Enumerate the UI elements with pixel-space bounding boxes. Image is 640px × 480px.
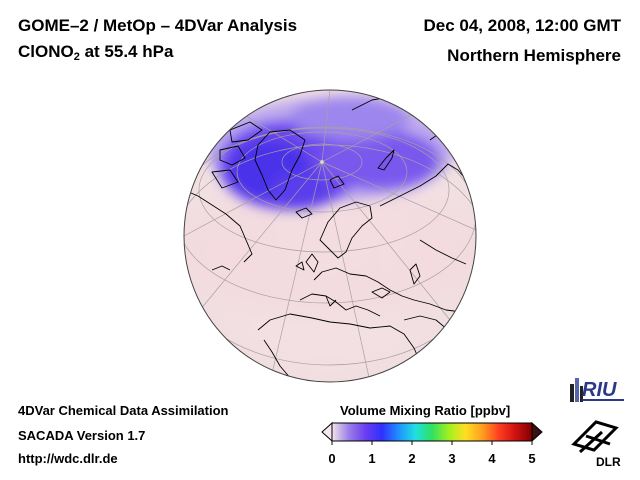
species-main: ClONO xyxy=(18,42,74,61)
colorbar-title: Volume Mixing Ratio [ppbv] xyxy=(340,403,511,418)
colorbar xyxy=(321,421,543,445)
colorbar-tick-marks xyxy=(331,441,533,445)
north-pole-marker xyxy=(319,159,325,165)
dlr-logo-text: DLR xyxy=(596,455,621,469)
hemisphere-label: Northern Hemisphere xyxy=(447,46,621,65)
graticule xyxy=(184,90,476,382)
riu-logo-text: RIU xyxy=(582,379,617,401)
map-title: GOME–2 / MetOp – 4DVar Analysis xyxy=(18,16,298,35)
colorbar-tick-label: 0 xyxy=(328,451,336,466)
species-level: at 55.4 hPa xyxy=(79,42,174,61)
colorbar-under-arrow xyxy=(321,421,333,443)
analysis-date: Dec 04, 2008, 12:00 GMT xyxy=(423,16,621,35)
riu-logo: RIU xyxy=(570,378,624,402)
footer-line-2: SACADA Version 1.7 xyxy=(18,428,146,443)
globe-outline xyxy=(183,89,477,383)
footer-line-1: 4DVar Chemical Data Assimilation xyxy=(18,403,229,418)
colorbar-tick-label: 4 xyxy=(488,451,496,466)
vortex-maximum-field xyxy=(205,96,455,210)
species-subscript: 2 xyxy=(73,51,80,63)
colorbar-tick-label: 2 xyxy=(408,451,416,466)
colorbar-tick-label: 1 xyxy=(368,451,376,466)
globe-map xyxy=(183,89,477,383)
colorbar-tick-label: 5 xyxy=(528,451,536,466)
dlr-logo-mark xyxy=(571,420,619,454)
species-label: ClONO2 at 55.4 hPa xyxy=(18,42,173,63)
footer-url: http://wdc.dlr.de xyxy=(18,451,118,466)
dlr-logo: DLR xyxy=(571,420,621,469)
colorbar-gradient xyxy=(331,422,533,442)
riu-underline xyxy=(582,399,624,401)
coastlines xyxy=(184,95,469,382)
colorbar-over-arrow xyxy=(531,421,543,443)
colorbar-tick-label: 3 xyxy=(448,451,456,466)
riu-logo-mark xyxy=(570,378,583,402)
